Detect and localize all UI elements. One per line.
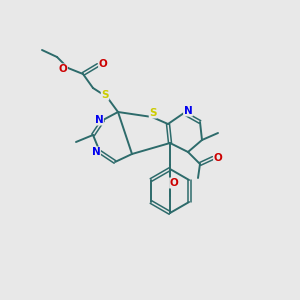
Text: O: O xyxy=(169,178,178,188)
Text: S: S xyxy=(101,90,109,100)
Text: O: O xyxy=(99,59,107,69)
Text: N: N xyxy=(184,106,192,116)
Text: O: O xyxy=(214,153,222,163)
Text: N: N xyxy=(94,115,103,125)
Text: N: N xyxy=(92,147,100,157)
Text: O: O xyxy=(58,64,68,74)
Text: S: S xyxy=(149,108,157,118)
